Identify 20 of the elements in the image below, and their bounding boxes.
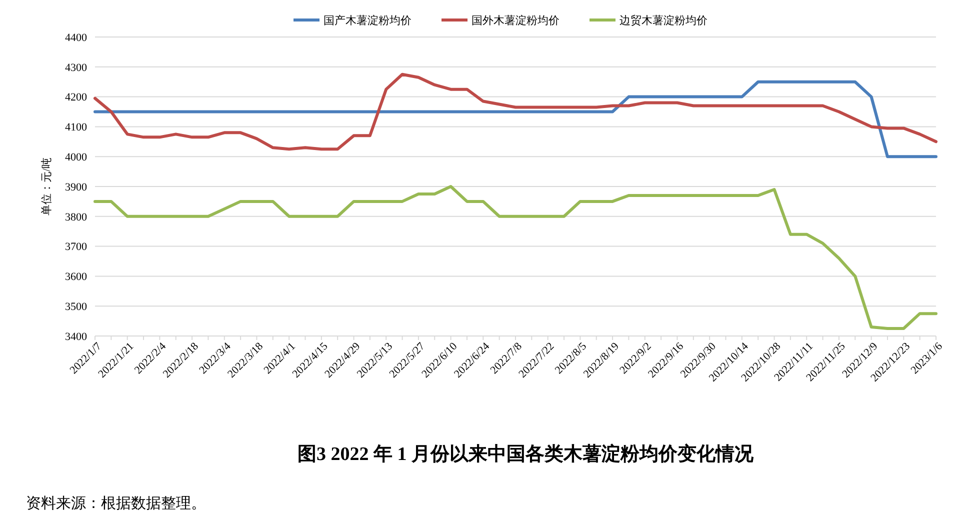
y-tick-label: 4400 bbox=[65, 32, 88, 44]
y-tick-label: 3900 bbox=[65, 181, 88, 194]
y-tick-label: 4100 bbox=[65, 122, 88, 134]
y-axis-title: 单位：元/吨 bbox=[40, 157, 53, 216]
y-tick-label: 3800 bbox=[65, 211, 88, 224]
legend-label: 边贸木薯淀粉均价 bbox=[620, 14, 708, 27]
line-series bbox=[94, 185, 938, 330]
y-tick-label: 4200 bbox=[65, 92, 88, 104]
y-tick-label: 4300 bbox=[65, 62, 88, 74]
y-tick-label: 3400 bbox=[65, 330, 88, 343]
y-tick-label: 3500 bbox=[65, 300, 88, 313]
y-tick-label: 4000 bbox=[65, 151, 88, 164]
line-series bbox=[94, 72, 938, 151]
legend-label: 国产木薯淀粉均价 bbox=[324, 14, 412, 27]
text: 资料来源：根据数据整理。 bbox=[26, 495, 206, 512]
y-tick-label: 3700 bbox=[65, 241, 88, 254]
y-tick-label: 3600 bbox=[65, 271, 88, 284]
text: 图3 2022 年 1 月份以来中国各类木薯淀粉均价变化情况 bbox=[298, 443, 754, 465]
line-series bbox=[94, 80, 938, 158]
legend-label: 国外木薯淀粉均价 bbox=[472, 14, 560, 27]
